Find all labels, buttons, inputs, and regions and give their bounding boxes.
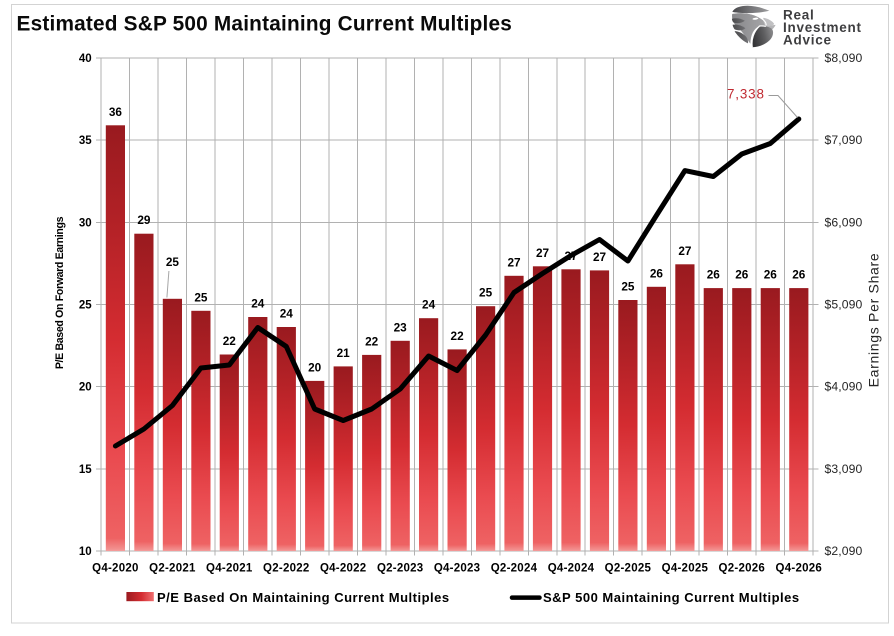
svg-text:Q4-2024: Q4-2024 <box>548 563 595 575</box>
svg-text:$7,090: $7,090 <box>825 133 863 147</box>
svg-text:$5,090: $5,090 <box>825 298 863 312</box>
svg-text:Q2-2022: Q2-2022 <box>263 563 310 575</box>
svg-text:P/E Based On Forward Earnings: P/E Based On Forward Earnings <box>54 216 66 369</box>
svg-text:40: 40 <box>79 53 92 65</box>
svg-text:Q4-2025: Q4-2025 <box>662 563 709 575</box>
svg-text:22: 22 <box>223 334 237 348</box>
svg-text:$3,090: $3,090 <box>825 462 863 476</box>
svg-text:$6,090: $6,090 <box>825 215 863 229</box>
svg-text:26: 26 <box>792 268 806 282</box>
svg-text:27: 27 <box>593 250 607 264</box>
svg-text:35: 35 <box>79 135 92 147</box>
svg-text:Q4-2021: Q4-2021 <box>206 563 253 575</box>
svg-text:Q2-2023: Q2-2023 <box>377 563 424 575</box>
svg-text:20: 20 <box>308 360 322 374</box>
svg-text:Q4-2022: Q4-2022 <box>320 563 367 575</box>
svg-text:Q4-2020: Q4-2020 <box>92 563 139 575</box>
svg-text:25: 25 <box>79 300 92 312</box>
svg-text:$4,090: $4,090 <box>825 380 863 394</box>
svg-text:21: 21 <box>337 346 351 360</box>
svg-text:Investment: Investment <box>783 20 862 35</box>
svg-text:Estimated S&P 500 Maintaining: Estimated S&P 500 Maintaining Current Mu… <box>17 13 513 36</box>
svg-text:27: 27 <box>536 246 550 260</box>
svg-text:24: 24 <box>422 298 436 312</box>
svg-text:Real: Real <box>783 8 815 23</box>
svg-text:Q2-2024: Q2-2024 <box>491 563 538 575</box>
svg-text:36: 36 <box>109 105 123 119</box>
svg-text:25: 25 <box>621 280 635 294</box>
svg-text:24: 24 <box>251 297 265 311</box>
svg-text:26: 26 <box>650 266 664 280</box>
svg-text:10: 10 <box>79 546 92 558</box>
svg-text:25: 25 <box>194 290 208 304</box>
svg-text:27: 27 <box>678 244 692 258</box>
svg-text:Q4-2023: Q4-2023 <box>434 563 481 575</box>
svg-text:25: 25 <box>479 286 493 300</box>
svg-text:20: 20 <box>79 382 92 394</box>
svg-text:22: 22 <box>451 329 465 343</box>
svg-text:29: 29 <box>137 213 151 227</box>
svg-text:P/E Based On Maintaining Curre: P/E Based On Maintaining Current Multipl… <box>157 590 450 605</box>
svg-text:Q4-2026: Q4-2026 <box>776 563 823 575</box>
svg-text:Q2-2026: Q2-2026 <box>719 563 766 575</box>
svg-text:Advice: Advice <box>783 32 832 47</box>
svg-text:Q2-2025: Q2-2025 <box>605 563 652 575</box>
svg-text:$8,090: $8,090 <box>825 51 863 65</box>
svg-text:S&P 500 Maintaining Current Mu: S&P 500 Maintaining Current Multiples <box>543 590 800 605</box>
svg-text:26: 26 <box>735 268 749 282</box>
svg-text:7,338: 7,338 <box>727 87 765 102</box>
svg-text:26: 26 <box>764 268 778 282</box>
svg-text:27: 27 <box>507 255 521 269</box>
svg-text:26: 26 <box>707 268 721 282</box>
svg-text:30: 30 <box>79 217 92 229</box>
svg-text:24: 24 <box>280 307 294 321</box>
svg-text:$2,090: $2,090 <box>825 544 863 558</box>
svg-text:22: 22 <box>365 334 379 348</box>
svg-text:Earnings Per Share: Earnings Per Share <box>866 253 882 388</box>
svg-text:25: 25 <box>166 255 180 269</box>
svg-text:15: 15 <box>79 464 92 476</box>
svg-text:23: 23 <box>394 320 408 334</box>
svg-text:Q2-2021: Q2-2021 <box>149 563 196 575</box>
